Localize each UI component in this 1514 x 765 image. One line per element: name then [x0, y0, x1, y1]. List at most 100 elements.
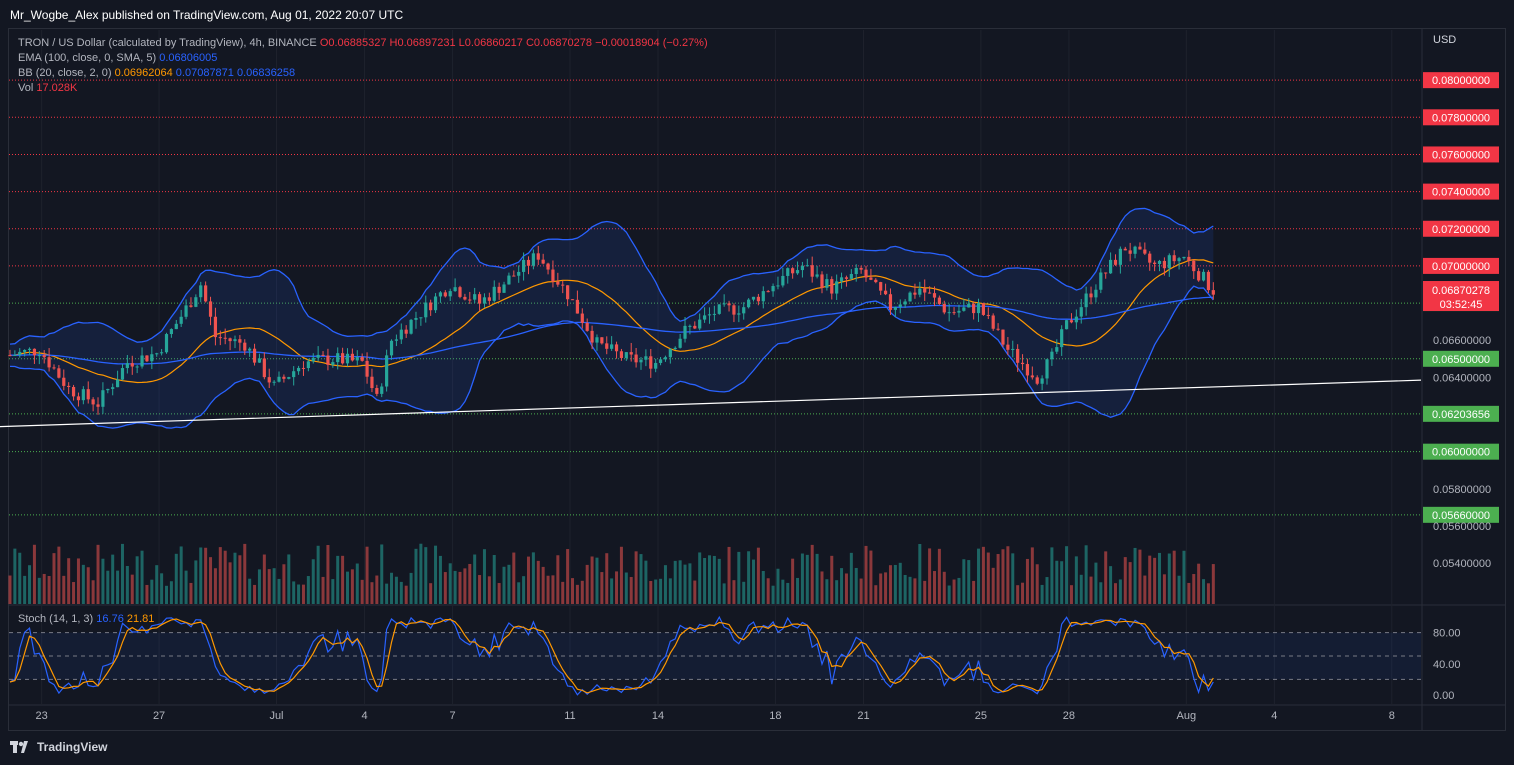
candle-body[interactable] — [341, 353, 345, 364]
candle-body[interactable] — [556, 281, 560, 285]
candle-body[interactable] — [8, 355, 12, 357]
candle-body[interactable] — [1016, 348, 1020, 363]
candle-body[interactable] — [1143, 249, 1147, 254]
candle-body[interactable] — [385, 355, 389, 387]
candle-body[interactable] — [874, 279, 878, 283]
candle-body[interactable] — [497, 286, 501, 293]
candle-body[interactable] — [766, 291, 770, 293]
candle-body[interactable] — [521, 259, 526, 272]
candle-body[interactable] — [1157, 260, 1162, 264]
candle-body[interactable] — [972, 303, 976, 314]
candle-body[interactable] — [199, 285, 203, 298]
candle-body[interactable] — [125, 363, 129, 369]
candle-body[interactable] — [306, 361, 310, 369]
candle-body[interactable] — [492, 286, 496, 301]
candle-body[interactable] — [414, 318, 418, 320]
candle-body[interactable] — [707, 314, 712, 316]
candle-body[interactable] — [1001, 329, 1005, 345]
footer-brand[interactable]: TradingView — [10, 740, 107, 754]
candle-body[interactable] — [590, 330, 594, 343]
candle-body[interactable] — [546, 263, 550, 270]
candle-body[interactable] — [1192, 260, 1196, 272]
candle-body[interactable] — [1153, 262, 1157, 264]
candle-body[interactable] — [189, 305, 193, 307]
stoch-d-series[interactable] — [9, 618, 1214, 694]
candle-body[interactable] — [683, 325, 687, 339]
candle-body[interactable] — [1197, 271, 1201, 281]
candle-body[interactable] — [859, 267, 863, 270]
candle-body[interactable] — [262, 358, 266, 378]
candle-body[interactable] — [536, 253, 540, 260]
candle-body[interactable] — [345, 353, 350, 364]
candle-body[interactable] — [756, 296, 760, 302]
candle-body[interactable] — [228, 338, 232, 342]
candle-body[interactable] — [477, 294, 482, 304]
candle-body[interactable] — [106, 388, 110, 391]
candle-body[interactable] — [839, 277, 844, 282]
candle-body[interactable] — [120, 368, 125, 380]
candle-body[interactable] — [932, 293, 937, 298]
candle-body[interactable] — [610, 344, 614, 349]
candle-body[interactable] — [947, 312, 951, 314]
candle-body[interactable] — [531, 253, 535, 266]
candle-body[interactable] — [844, 277, 849, 279]
candle-body[interactable] — [869, 277, 873, 280]
candle-body[interactable] — [1030, 375, 1034, 378]
candle-body[interactable] — [575, 299, 580, 314]
bb-upper-series[interactable] — [9, 207, 1214, 345]
candle-body[interactable] — [585, 322, 589, 331]
candle-body[interactable] — [614, 344, 619, 352]
candle-body[interactable] — [1055, 347, 1059, 352]
candle-body[interactable] — [145, 355, 149, 362]
candle-body[interactable] — [791, 268, 795, 274]
candle-body[interactable] — [1084, 293, 1088, 308]
candle-body[interactable] — [996, 328, 1000, 330]
candle-body[interactable] — [282, 376, 286, 379]
candle-body[interactable] — [815, 274, 819, 277]
candle-body[interactable] — [76, 396, 81, 401]
candle-body[interactable] — [433, 296, 438, 311]
candle-body[interactable] — [213, 316, 218, 338]
candle-body[interactable] — [463, 296, 467, 300]
candle-body[interactable] — [673, 347, 677, 350]
candle-body[interactable] — [1050, 351, 1054, 360]
candle-body[interactable] — [761, 291, 765, 302]
candle-body[interactable] — [419, 317, 423, 319]
candle-body[interactable] — [1211, 290, 1215, 295]
candle-body[interactable] — [370, 376, 374, 389]
candle-body[interactable] — [942, 303, 946, 313]
bb-basis-series[interactable] — [9, 258, 1214, 384]
candle-body[interactable] — [893, 306, 897, 310]
candle-body[interactable] — [1099, 272, 1103, 290]
candle-body[interactable] — [223, 337, 227, 339]
candle-body[interactable] — [409, 319, 413, 334]
candle-body[interactable] — [355, 357, 359, 361]
candle-body[interactable] — [781, 275, 785, 286]
candle-body[interactable] — [429, 302, 433, 311]
candle-body[interactable] — [854, 267, 858, 275]
candle-body[interactable] — [1064, 320, 1069, 330]
candle-body[interactable] — [981, 303, 986, 315]
candle-body[interactable] — [830, 279, 834, 294]
candle-body[interactable] — [541, 259, 545, 264]
candle-body[interactable] — [292, 371, 296, 378]
candle-body[interactable] — [1201, 271, 1206, 281]
stoch-k-series[interactable] — [9, 615, 1214, 696]
candle-body[interactable] — [473, 294, 477, 300]
candle-body[interactable] — [722, 303, 726, 305]
candle-body[interactable] — [810, 265, 814, 277]
candle-body[interactable] — [448, 291, 452, 297]
candle-body[interactable] — [605, 343, 609, 349]
candle-body[interactable] — [399, 329, 403, 340]
candle-body[interactable] — [160, 352, 164, 354]
candle-body[interactable] — [561, 284, 565, 286]
candle-body[interactable] — [37, 355, 41, 357]
candle-body[interactable] — [595, 337, 599, 343]
candle-body[interactable] — [150, 354, 154, 362]
candle-body[interactable] — [1040, 378, 1044, 384]
candle-body[interactable] — [174, 323, 178, 330]
candle-body[interactable] — [424, 302, 428, 318]
candle-body[interactable] — [71, 386, 76, 397]
candle-body[interactable] — [502, 284, 506, 293]
candle-body[interactable] — [732, 305, 736, 315]
